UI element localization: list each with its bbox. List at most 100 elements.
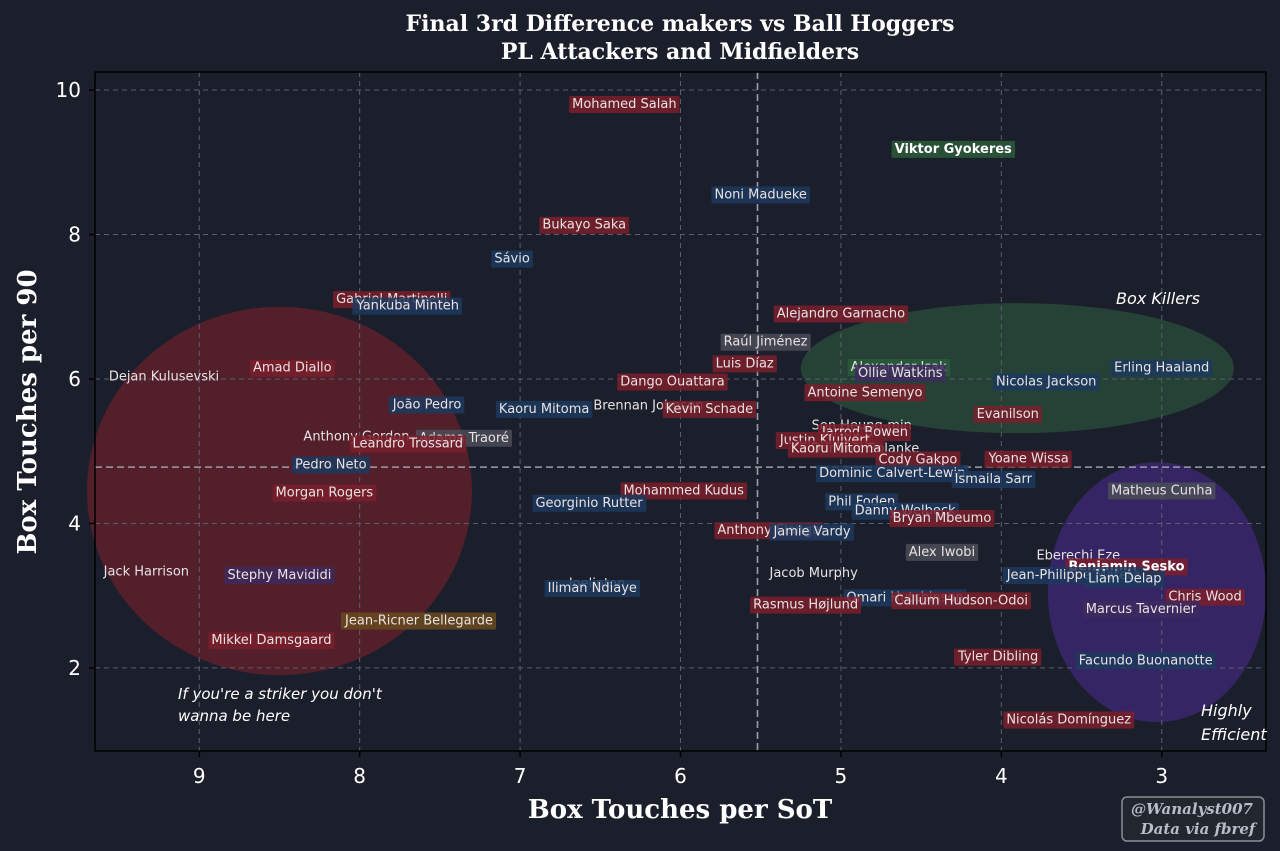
player-label: Nicolas Jackson — [996, 374, 1096, 389]
player-label-bg — [993, 373, 1100, 391]
player-point: Georginio Rutter — [532, 494, 647, 512]
player-point: Jean-Ricner Bellegarde — [341, 612, 497, 630]
x-tick-label: 8 — [353, 764, 366, 788]
player-label: Chris Wood — [1168, 590, 1241, 605]
player-label-bg — [711, 186, 810, 204]
player-label: Luis Díaz — [716, 356, 774, 371]
player-label: Sávio — [494, 252, 530, 267]
player-label: Raúl Jiménez — [724, 335, 808, 350]
player-label: Bryan Mbeumo — [893, 511, 992, 526]
player-label: Erling Haaland — [1114, 361, 1209, 376]
credit-source: Data via fbref — [1140, 820, 1258, 838]
player-point: Yankuba Minteh — [352, 297, 463, 315]
player-label: Kevin Schade — [666, 402, 753, 417]
y-tick-label: 4 — [68, 511, 81, 535]
player-label-bg — [1075, 652, 1216, 670]
player-point: Bryan Mbeumo — [889, 509, 995, 527]
x-tick-label: 6 — [674, 764, 687, 788]
player-label-bg — [891, 592, 1032, 610]
player-label: Cody Gakpo — [878, 452, 957, 467]
player-label-bg — [1111, 359, 1213, 377]
player-label-bg — [352, 297, 463, 315]
y-axis-label: Box Touches per 90 — [13, 269, 43, 554]
player-label-bg — [491, 250, 533, 268]
player-label: Rasmus Højlund — [753, 598, 858, 613]
x-tick-label: 3 — [1155, 764, 1168, 788]
player-label-bg — [292, 456, 370, 474]
player-point: Alex Iwobi — [905, 543, 979, 561]
box-killers-label: Box Killers — [1116, 289, 1200, 308]
player-label: Ismaila Sarr — [955, 472, 1033, 487]
player-point: Raúl Jiménez — [720, 333, 811, 351]
x-axis-label: Box Touches per SoT — [528, 795, 833, 825]
player-point: Yoane Wissa — [984, 450, 1072, 468]
player-point: Dominic Calvert-Lewin — [816, 465, 969, 483]
player-label: Mohamed Salah — [572, 97, 676, 112]
player-point: Ismaila Sarr — [951, 470, 1036, 488]
player-label-bg — [855, 364, 946, 382]
player-point: Noni Madueke — [711, 186, 810, 204]
player-point: Nicolás Domínguez — [1003, 711, 1135, 729]
player-point: Marcus Tavernier — [1082, 600, 1200, 618]
player-point: Pedro Neto — [292, 456, 370, 474]
player-label-bg — [1085, 570, 1165, 588]
player-point: Kaoru Mitoma — [495, 400, 593, 418]
y-ticks-layer: 2 4 6 8 10 — [56, 78, 95, 680]
player-label-bg — [773, 305, 909, 323]
player-label-bg — [951, 470, 1036, 488]
player-label: Amad Diallo — [253, 361, 332, 376]
player-label-bg — [973, 405, 1042, 423]
player-label: Mohammed Kudus — [623, 484, 744, 499]
player-label-bg — [617, 373, 728, 391]
player-label: Stephy Mavididi — [228, 568, 332, 583]
mean-lines-layer — [95, 72, 1266, 751]
player-point: Luis Díaz — [712, 355, 777, 373]
player-label: Bukayo Saka — [542, 218, 626, 233]
player-label-bg — [349, 435, 467, 453]
player-point: Sávio — [491, 250, 533, 268]
credit-box: @Wanalyst007 Data via fbref — [1121, 796, 1265, 842]
player-label: Liam Delap — [1088, 572, 1161, 587]
player-label-bg — [249, 359, 335, 377]
player-label: Jamie Vardy — [772, 525, 850, 540]
player-label-bg — [905, 543, 979, 561]
player-label-bg — [224, 567, 335, 585]
y-tick-label: 2 — [68, 656, 81, 680]
x-ticks-layer: 9 8 7 6 5 4 3 — [193, 751, 1168, 788]
player-point: Jack Harrison — [103, 564, 189, 579]
player-point: Antoine Semenyo — [804, 384, 926, 402]
y-tick-label: 10 — [56, 78, 81, 102]
player-label: Georginio Rutter — [535, 496, 643, 511]
player-label-bg — [341, 612, 497, 630]
player-label-bg — [1003, 711, 1135, 729]
player-label-bg — [495, 400, 593, 418]
credit-handle: @Wanalyst007 — [1131, 800, 1254, 818]
player-label-bg — [544, 580, 640, 598]
player-label-bg — [532, 494, 647, 512]
player-label: Jack Harrison — [103, 564, 189, 579]
striker-note-line1: If you're a striker you don't — [178, 685, 383, 703]
player-label-bg — [816, 465, 969, 483]
player-point: Facundo Buonanotte — [1075, 652, 1216, 670]
player-label: Viktor Gyokeres — [895, 142, 1012, 157]
player-label: Facundo Buonanotte — [1079, 653, 1213, 668]
player-label: Kaoru Mitoma — [791, 442, 881, 457]
player-point: Mohamed Salah — [569, 96, 680, 114]
player-label: Ollie Watkins — [858, 366, 943, 381]
player-point: Nicolas Jackson — [993, 373, 1100, 391]
player-label-bg — [891, 140, 1016, 158]
player-point: Evanilson — [973, 405, 1042, 423]
player-label: Yoane Wissa — [987, 452, 1068, 467]
player-label-bg — [620, 482, 748, 500]
highly-efficient-label-line1: Highly — [1201, 701, 1252, 720]
player-label: Morgan Rogers — [276, 486, 374, 501]
player-label: Alex Iwobi — [909, 545, 975, 560]
player-point: Bukayo Saka — [539, 216, 630, 234]
player-label: Dejan Kulusevski — [109, 369, 219, 384]
player-label: Yankuba Minteh — [356, 299, 459, 314]
y-tick-label: 6 — [68, 367, 81, 391]
player-label-bg — [720, 333, 811, 351]
player-label: Kaoru Mitoma — [499, 402, 589, 417]
